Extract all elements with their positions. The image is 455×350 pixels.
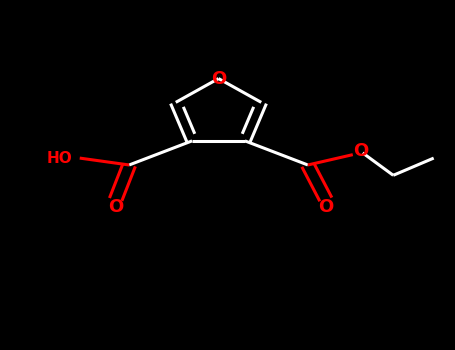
Text: O: O [108, 198, 123, 216]
Text: O: O [211, 70, 226, 88]
Text: HO: HO [46, 150, 72, 166]
Text: O: O [318, 198, 334, 216]
Text: O: O [353, 142, 369, 160]
